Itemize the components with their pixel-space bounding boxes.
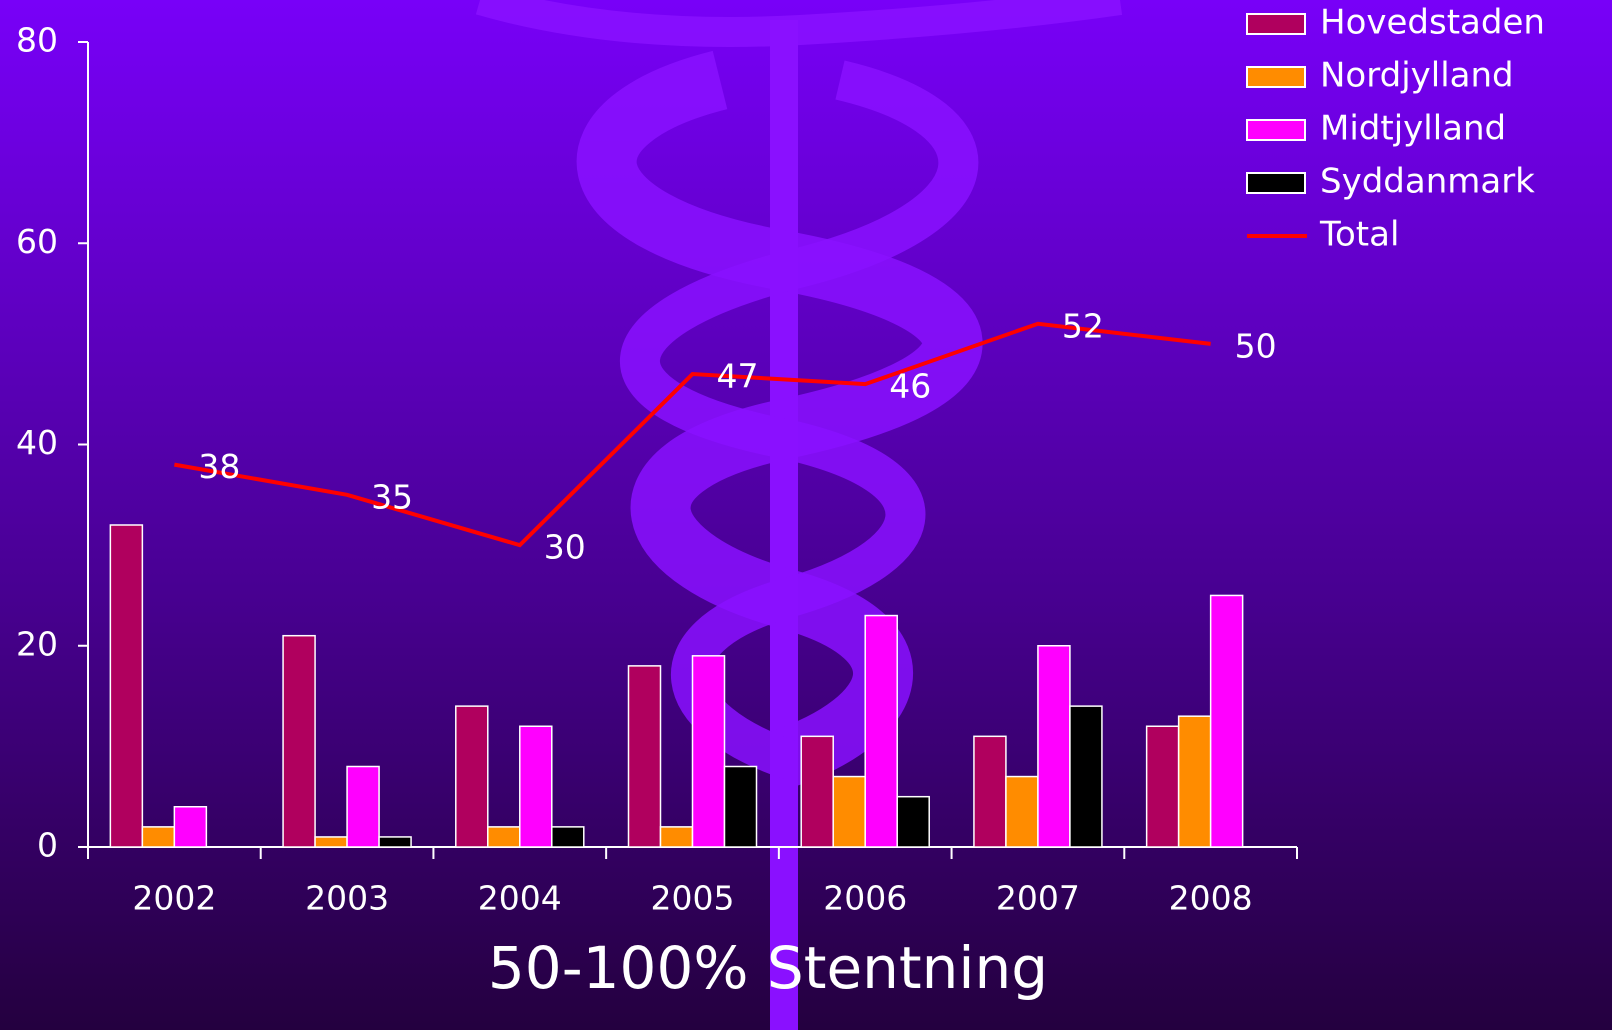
- bar: [315, 837, 347, 847]
- bar: [693, 656, 725, 847]
- data-label: 52: [1062, 306, 1104, 345]
- bar: [488, 827, 520, 847]
- bar: [283, 636, 315, 847]
- y-tick-label: 80: [16, 21, 58, 60]
- x-tick-label: 2002: [132, 879, 216, 918]
- bar: [1038, 646, 1070, 847]
- legend-label: Midtjylland: [1320, 109, 1506, 149]
- y-tick-label: 40: [16, 423, 58, 462]
- data-label: 35: [371, 477, 413, 516]
- bar: [897, 797, 929, 847]
- bar: [142, 827, 174, 847]
- data-label: 50: [1235, 326, 1277, 365]
- data-label: 47: [717, 357, 759, 396]
- bar: [379, 837, 411, 847]
- bar: [801, 736, 833, 847]
- chart: 0 20 40 60 80 2002 2003 2004 2005 2006 2007 2008 38 3…: [0, 0, 1612, 1030]
- x-tick-label: 2006: [823, 879, 907, 918]
- bar: [1179, 716, 1211, 847]
- legend-swatch: [1247, 14, 1305, 34]
- bar: [725, 767, 757, 848]
- bar: [1147, 726, 1179, 847]
- page: {"chart_data": { "type": "bar", "title":…: [0, 0, 1612, 1030]
- bar: [520, 726, 552, 847]
- y-tick-label: 20: [16, 624, 58, 663]
- bar: [865, 616, 897, 847]
- bar: [174, 807, 206, 847]
- bar: [1006, 777, 1038, 847]
- data-label: 46: [889, 367, 931, 406]
- legend-swatch: [1247, 120, 1305, 140]
- legend-label: Syddanmark: [1320, 162, 1535, 202]
- bar: [833, 777, 865, 847]
- legend-label: Total: [1319, 215, 1399, 255]
- legend-swatch: [1247, 67, 1305, 87]
- bar: [1211, 595, 1243, 847]
- bar: [629, 666, 661, 847]
- bar: [456, 706, 488, 847]
- x-tick-label: 2007: [996, 879, 1080, 918]
- bar: [347, 767, 379, 848]
- y-tick-label: 60: [16, 222, 58, 261]
- x-tick-label: 2008: [1169, 879, 1253, 918]
- bar: [974, 736, 1006, 847]
- data-label: 30: [544, 528, 586, 567]
- x-tick-label: 2003: [305, 879, 389, 918]
- bar: [552, 827, 584, 847]
- background: [0, 0, 1612, 1030]
- bar: [110, 525, 142, 847]
- data-label: 38: [198, 447, 240, 486]
- legend-label: Hovedstaden: [1320, 3, 1545, 43]
- x-tick-label: 2005: [651, 879, 735, 918]
- x-tick-label: 2004: [478, 879, 562, 918]
- legend-swatch: [1247, 173, 1305, 193]
- y-tick-label: 0: [37, 826, 58, 865]
- legend-label: Nordjylland: [1320, 56, 1514, 96]
- chart-title: 50-100% Stentning: [488, 934, 1048, 1002]
- bar: [661, 827, 693, 847]
- bar: [1070, 706, 1102, 847]
